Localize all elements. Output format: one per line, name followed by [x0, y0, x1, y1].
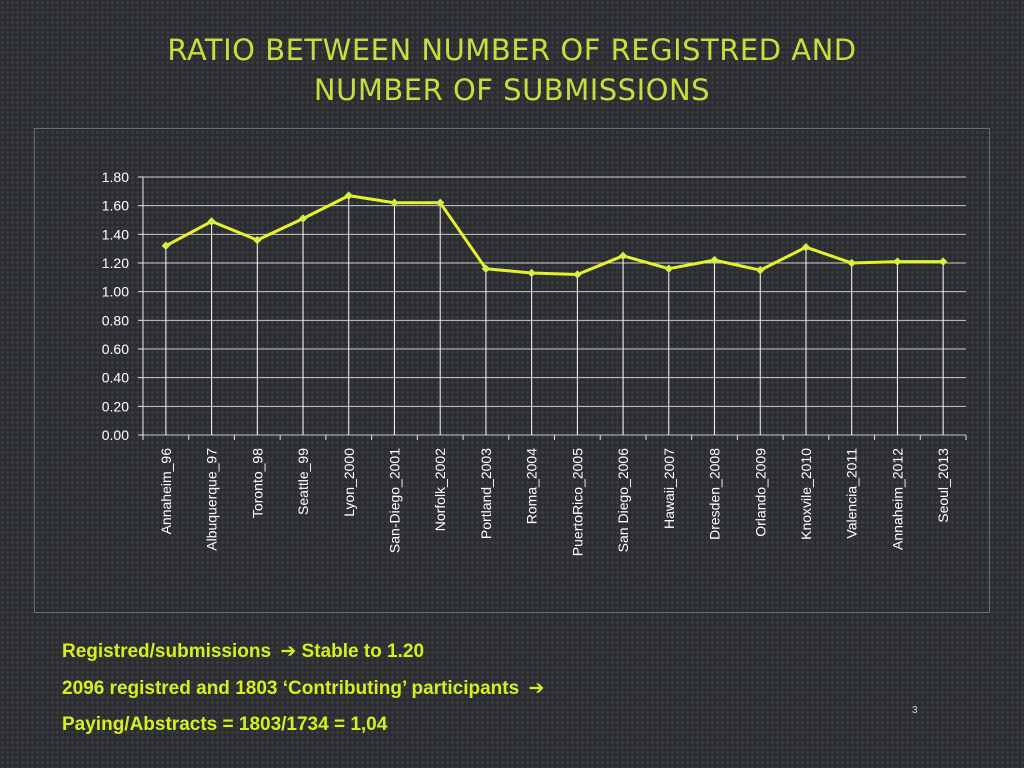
bullet-2-text: 2096 registred and 1803 ‘Contributing’ p…	[62, 678, 520, 699]
chart-frame	[34, 128, 990, 613]
y-tick-label: 1.80	[102, 169, 129, 185]
x-tick-label: Albuquerque_97	[204, 448, 220, 551]
series-line	[165, 194, 944, 276]
x-tick-label: Seoul_2013	[935, 448, 951, 523]
x-tick-label: Norfolk_2002	[432, 448, 448, 531]
x-tick-label: San Diego_2006	[615, 448, 631, 553]
y-tick-label: 1.00	[102, 284, 129, 300]
x-tick-label: Annaheim_2012	[889, 448, 905, 550]
slide-title-line-2: NUMBER OF SUBMISSIONS	[313, 73, 711, 107]
data-point	[573, 270, 582, 279]
x-tick-label: Toronto_98	[249, 448, 265, 518]
page-number: 3	[912, 705, 918, 716]
bullet-list: Registred/submissions ➔ Stable to 1.20 2…	[62, 636, 544, 747]
x-tick-label: Annaheim_96	[158, 448, 174, 535]
data-point	[252, 235, 262, 245]
data-point	[664, 264, 674, 274]
data-point	[801, 242, 811, 252]
data-point	[481, 264, 491, 274]
x-tick-label: PuertoRico_2005	[569, 448, 585, 556]
y-tick-label: 0.80	[102, 312, 129, 328]
x-tick-label: Hawaii_2007	[661, 448, 677, 529]
y-tick-label: 0.40	[102, 370, 129, 386]
data-point	[847, 258, 857, 268]
data-point	[893, 257, 902, 266]
y-tick-label: 1.20	[102, 255, 129, 271]
slide-title: RATIO BETWEEN NUMBER OF REGISTRED AND NU…	[0, 30, 1024, 110]
data-point	[435, 198, 445, 208]
y-tick-label: 1.60	[102, 198, 129, 214]
data-point	[710, 255, 719, 265]
data-point	[938, 257, 948, 266]
bullet-2: 2096 registred and 1803 ‘Contributing’ p…	[62, 673, 544, 710]
bullet-1: Registred/submissions ➔ Stable to 1.20	[62, 636, 544, 673]
y-tick-label: 0.20	[102, 398, 129, 414]
x-tick-label: Roma_2004	[524, 448, 540, 524]
x-tick-label: Valencia_2011	[844, 448, 860, 539]
data-point	[344, 191, 354, 200]
y-tick-label: 1.40	[102, 226, 129, 242]
data-point	[755, 265, 765, 275]
data-point	[207, 217, 216, 226]
data-point	[161, 241, 171, 251]
x-tick-label: Knoxvile_2010	[798, 448, 814, 540]
x-tick-label: Portland_2003	[478, 448, 494, 539]
x-tick-label: Dresden_2008	[707, 448, 723, 540]
data-point	[390, 198, 399, 208]
y-tick-label: 0.00	[102, 427, 129, 443]
data-point	[527, 268, 536, 278]
arrow-right-icon: ➔	[528, 677, 545, 699]
y-tick-label: 0.60	[102, 341, 129, 357]
x-tick-label: Lyon_2000	[341, 448, 357, 517]
bullet-1-tail: Stable to 1.20	[301, 641, 425, 662]
data-point	[298, 214, 308, 223]
arrow-right-icon: ➔	[280, 640, 297, 662]
bullet-1-text: Registred/submissions	[62, 641, 272, 662]
bullet-3-text: Paying/Abstracts = 1803/1734 = 1,04	[62, 714, 388, 735]
x-tick-label: Orlando_2009	[752, 448, 768, 537]
data-point	[618, 251, 628, 261]
bullet-3: Paying/Abstracts = 1803/1734 = 1,04	[62, 710, 544, 747]
x-tick-label: Seattle_99	[295, 448, 311, 515]
x-tick-label: San-Diego_2001	[386, 448, 402, 553]
slide-title-line-1: RATIO BETWEEN NUMBER OF REGISTRED AND	[167, 33, 857, 67]
